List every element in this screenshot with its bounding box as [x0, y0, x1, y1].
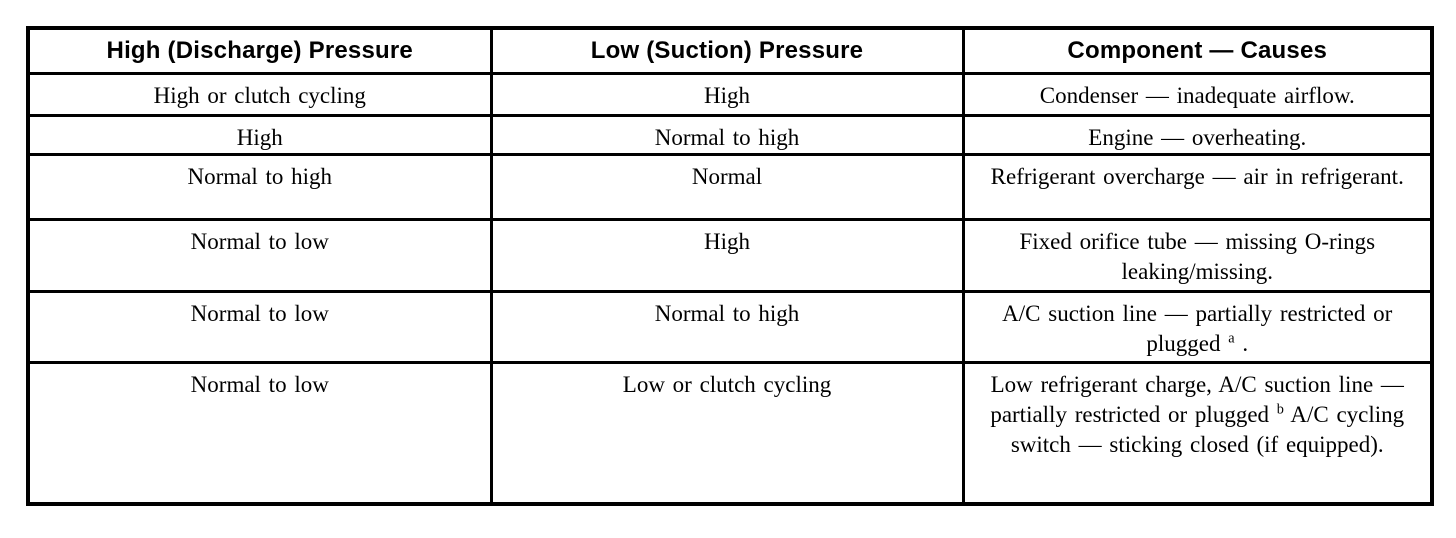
table-row: High Normal to high Engine — overheating… — [26, 114, 1434, 156]
ac-pressure-diagnosis-table: High (Discharge) Pressure Low (Suction) … — [26, 26, 1434, 506]
cell-high-pressure: Normal to low — [26, 361, 493, 505]
cell-high-pressure: High — [26, 114, 493, 156]
cell-low-pressure: Normal to high — [489, 290, 965, 364]
cell-component-causes: Low refrigerant charge, A/C suction line… — [961, 361, 1434, 505]
footnote-marker-b: b — [1276, 401, 1284, 418]
footnote-marker-a: a — [1228, 330, 1235, 347]
component-text: A/C cycling switch — sticking closed (if… — [1010, 401, 1405, 457]
column-header-low-suction-pressure: Low (Suction) Pressure — [489, 26, 965, 75]
cell-component-causes: Refrigerant overcharge — air in refriger… — [961, 153, 1434, 221]
table-row: High or clutch cycling High Condenser — … — [26, 72, 1434, 117]
cell-high-pressure: Normal to low — [26, 290, 493, 364]
column-header-component-causes: Component — Causes — [961, 26, 1434, 75]
cell-low-pressure: High — [489, 72, 965, 117]
cell-low-pressure: Normal — [489, 153, 965, 221]
table-row: Normal to high Normal Refrigerant overch… — [26, 153, 1434, 221]
cell-low-pressure: High — [489, 218, 965, 293]
table-row: Normal to low Normal to high A/C suction… — [26, 290, 1434, 364]
cell-high-pressure: Normal to low — [26, 218, 493, 293]
table-row: Normal to low High Fixed orifice tube — … — [26, 218, 1434, 293]
cell-component-causes: Condenser — inadequate airflow. — [961, 72, 1434, 117]
component-text: . — [1234, 330, 1249, 356]
cell-high-pressure: High or clutch cycling — [26, 72, 493, 117]
cell-low-pressure: Low or clutch cycling — [489, 361, 965, 505]
component-text: Low refrigerant charge, A/C suction line… — [990, 372, 1404, 427]
column-header-high-discharge-pressure: High (Discharge) Pressure — [26, 26, 493, 75]
cell-component-causes: Fixed orifice tube — missing O-rings lea… — [961, 218, 1434, 293]
cell-low-pressure: Normal to high — [489, 114, 965, 156]
cell-component-causes: A/C suction line — partially restricted … — [961, 290, 1434, 364]
table-row: Normal to low Low or clutch cycling Low … — [26, 361, 1434, 505]
header-row: High (Discharge) Pressure Low (Suction) … — [26, 26, 1434, 75]
component-text: A/C suction line — partially restricted … — [1002, 301, 1393, 356]
cell-high-pressure: Normal to high — [26, 153, 493, 221]
cell-component-causes: Engine — overheating. — [961, 114, 1434, 156]
